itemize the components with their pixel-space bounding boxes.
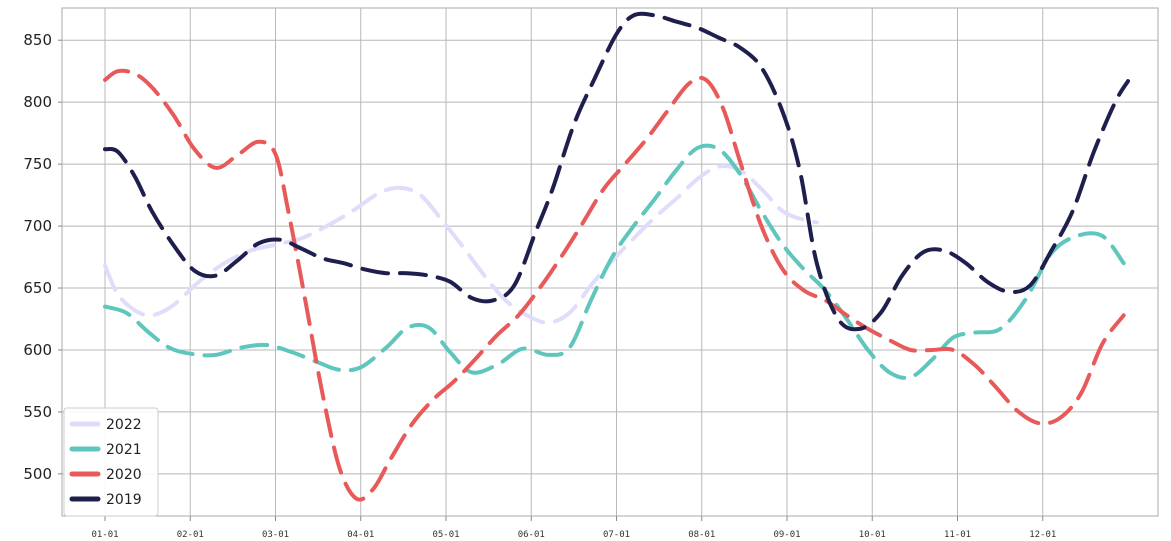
series-line-2019 — [103, 11, 1130, 332]
grid-lines — [62, 8, 1158, 516]
x-tick-label: 05-01 — [432, 530, 459, 540]
x-tick-label: 11-01 — [944, 530, 971, 540]
y-tick-label: 750 — [23, 155, 52, 173]
y-tick-label: 700 — [23, 217, 52, 235]
y-tick-label: 500 — [23, 465, 52, 483]
legend-label: 2021 — [106, 442, 142, 458]
y-tick-label: 850 — [23, 31, 52, 49]
x-tick-label: 07-01 — [603, 530, 630, 540]
series-line-2022 — [103, 164, 819, 325]
x-tick-label: 03-01 — [262, 530, 289, 540]
x-tick-label: 09-01 — [773, 530, 800, 540]
x-tick-label: 08-01 — [688, 530, 715, 540]
x-tick-label: 10-01 — [859, 530, 886, 540]
x-tick-label: 06-01 — [518, 530, 545, 540]
legend: 2022 2021 2020 2019 — [63, 407, 159, 517]
x-tick-label: 01-01 — [91, 530, 118, 540]
legend-label: 2020 — [106, 467, 142, 483]
legend-box — [63, 407, 159, 517]
y-axis-ticks: 500 550 600 650 700 750 800 850 — [23, 31, 62, 483]
legend-label: 2019 — [106, 492, 142, 508]
y-tick-label: 650 — [23, 279, 52, 297]
x-tick-label: 12-01 — [1029, 530, 1056, 540]
series-lines — [103, 11, 1130, 502]
y-tick-label: 600 — [23, 341, 52, 359]
x-tick-label: 02-01 — [177, 530, 204, 540]
legend-label: 2022 — [106, 417, 142, 433]
series-line-2020 — [103, 68, 1126, 502]
x-tick-label: 04-01 — [347, 530, 374, 540]
y-tick-label: 550 — [23, 403, 52, 421]
y-tick-label: 800 — [23, 93, 52, 111]
x-axis-ticks: 01-01 02-01 03-01 04-01 05-01 06-01 07-01 08-01… — [91, 516, 1056, 540]
